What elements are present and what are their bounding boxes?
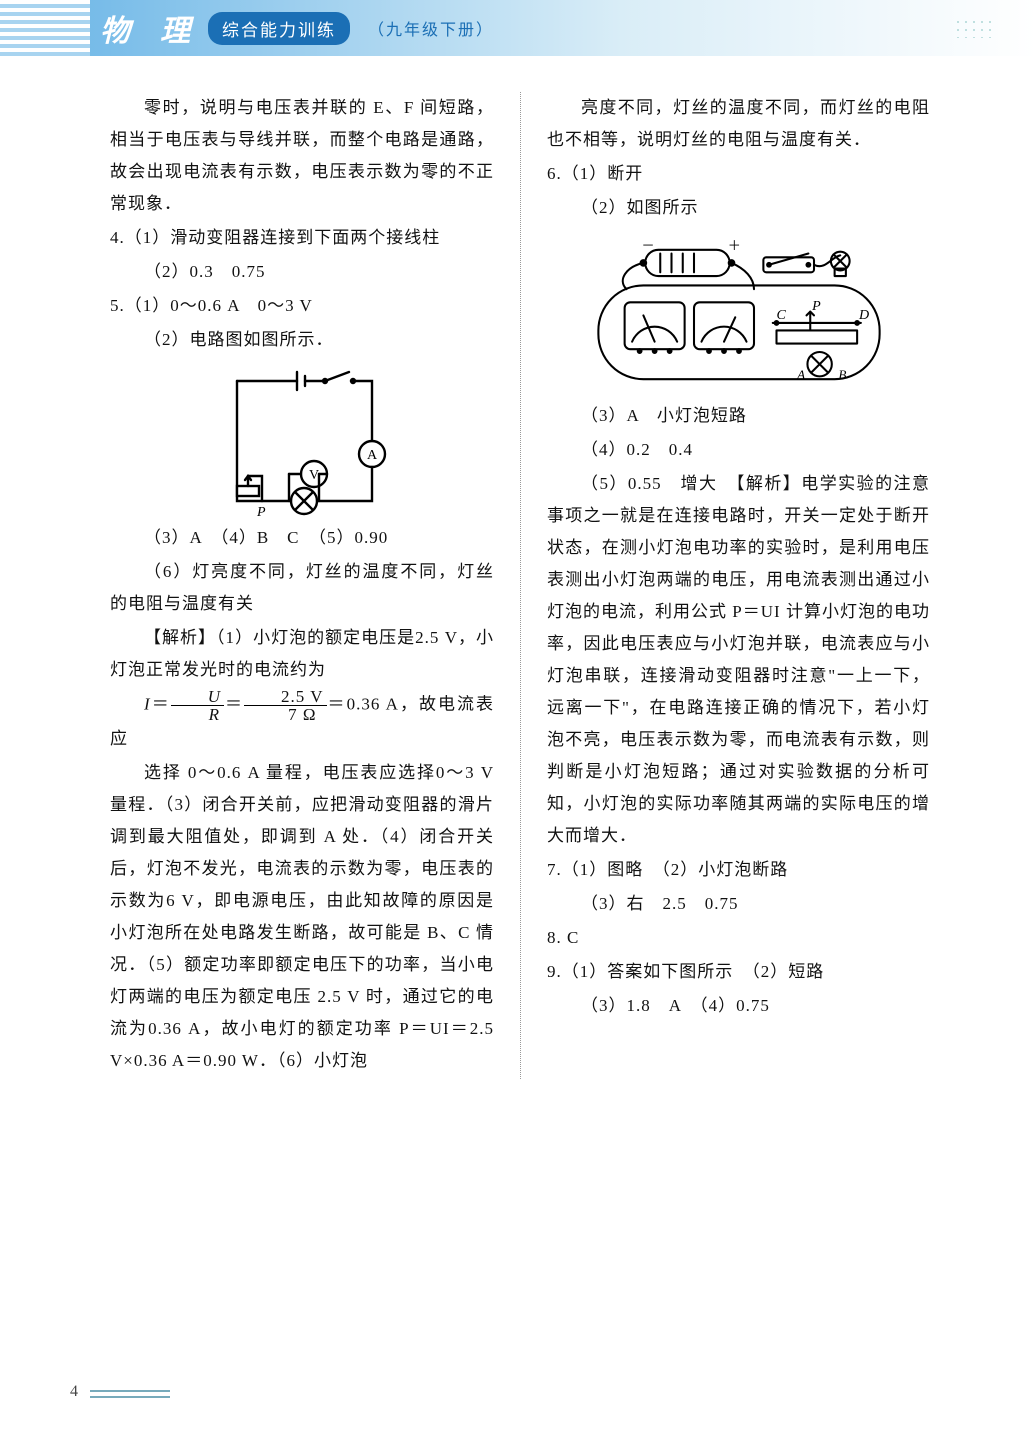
svg-text:A: A (796, 367, 806, 382)
two-column-body: 零时，说明与电压表并联的 E、F 间短路，相当于电压表与导线并联，而整个电路是通… (0, 56, 1036, 1079)
body-text: （3）A （4）B C （5）0.90 (110, 522, 494, 554)
body-text: 6.（1）断开 (547, 158, 930, 190)
svg-text:A: A (367, 448, 378, 463)
fraction-U-over-R: UR (171, 688, 224, 723)
formula-line: I＝UR＝2.5 V7 Ω＝0.36 A，故电流表应 (110, 688, 494, 755)
body-text: 9.（1）答案如下图所示 （2）短路 (547, 956, 930, 988)
body-text: 零时，说明与电压表并联的 E、F 间短路，相当于电压表与导线并联，而整个电路是通… (110, 92, 494, 220)
body-text: 亮度不同，灯丝的温度不同，而灯丝的电阻也不相等，说明灯丝的电阻与温度有关． (547, 92, 930, 156)
book-series-pill: 综合能力训练 (208, 12, 350, 45)
body-text: 选择 0～0.6 A 量程，电压表应选择0～3 V量程．（3）闭合开关前，应把滑… (110, 757, 494, 1077)
circuit-diagram: A V P (207, 366, 397, 516)
body-text: 8. C (547, 922, 930, 954)
body-text: 7.（1）图略 （2）小灯泡断路 (547, 854, 930, 886)
body-text: （2）0.3 0.75 (110, 256, 494, 288)
body-text: （6）灯亮度不同，灯丝的温度不同，灯丝的电阻与温度有关 (110, 556, 494, 620)
decorative-dots (954, 18, 996, 38)
grade-label: （九年级下册） (368, 16, 494, 40)
body-text: 5.（1）0～0.6 A 0～3 V (110, 290, 494, 322)
body-text: （4）0.2 0.4 (547, 434, 930, 466)
variable-I: I (144, 694, 151, 713)
experiment-diagram: C P D A B － ＋ (589, 234, 889, 394)
left-column: 零时，说明与电压表并联的 E、F 间短路，相当于电压表与导线并联，而整个电路是通… (110, 92, 520, 1079)
body-text: （3）右 2.5 0.75 (547, 888, 930, 920)
right-column: 亮度不同，灯丝的温度不同，而灯丝的电阻也不相等，说明灯丝的电阻与温度有关． 6.… (520, 92, 930, 1079)
subject-title: 物 理 (100, 6, 190, 50)
svg-text:P: P (256, 505, 266, 516)
page-header: 物 理 综合能力训练 （九年级下册） (0, 0, 1036, 56)
svg-text:D: D (858, 307, 869, 323)
body-text: （3）A 小灯泡短路 (547, 400, 930, 432)
body-text: （2）如图所示 (547, 192, 930, 224)
svg-text:－: － (641, 238, 654, 253)
footer-decor-lines (90, 1386, 170, 1398)
svg-text:V: V (309, 468, 319, 483)
body-text: （3）1.8 A （4）0.75 (547, 990, 930, 1022)
fraction-2p5V-over-7ohm: 2.5 V7 Ω (244, 688, 326, 723)
body-text: （5）0.55 增大 【解析】电学实验的注意事项之一就是在连接电路时，开关一定处… (547, 468, 930, 852)
body-text: （2）电路图如图所示． (110, 324, 494, 356)
body-text: 4.（1）滑动变阻器连接到下面两个接线柱 (110, 222, 494, 254)
body-text: 【解析】（1）小灯泡的额定电压是2.5 V，小灯泡正常发光时的电流约为 (110, 622, 494, 686)
svg-text:B: B (838, 367, 846, 382)
page-footer: 4 (70, 1383, 170, 1401)
svg-text:＋: ＋ (727, 238, 740, 253)
svg-text:C: C (776, 307, 786, 323)
page-number: 4 (70, 1383, 78, 1401)
svg-text:P: P (811, 298, 821, 314)
